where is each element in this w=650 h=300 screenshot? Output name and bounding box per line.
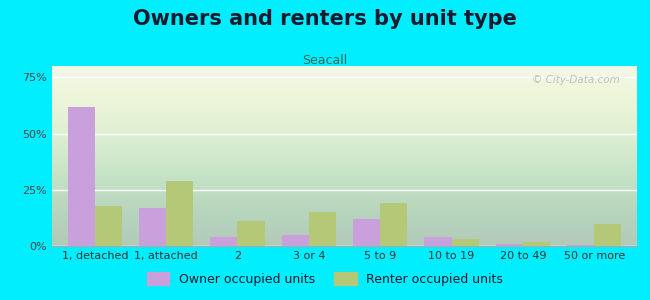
Text: © City-Data.com: © City-Data.com	[532, 75, 619, 85]
Bar	[424, 237, 452, 246]
Bar	[237, 221, 265, 246]
Bar	[523, 242, 550, 246]
Legend: Owner occupied units, Renter occupied units: Owner occupied units, Renter occupied un…	[142, 267, 508, 291]
Bar	[211, 237, 237, 246]
Bar	[353, 219, 380, 246]
Bar	[166, 181, 193, 246]
Text: Seacall: Seacall	[302, 54, 348, 67]
Text: Owners and renters by unit type: Owners and renters by unit type	[133, 9, 517, 29]
Bar	[309, 212, 336, 246]
Bar	[496, 244, 523, 246]
Bar	[452, 239, 478, 246]
Bar	[281, 235, 309, 246]
Bar	[68, 106, 95, 246]
Bar	[594, 224, 621, 246]
Bar	[139, 208, 166, 246]
Bar	[95, 206, 122, 246]
Bar	[380, 203, 408, 246]
Bar	[567, 245, 594, 246]
